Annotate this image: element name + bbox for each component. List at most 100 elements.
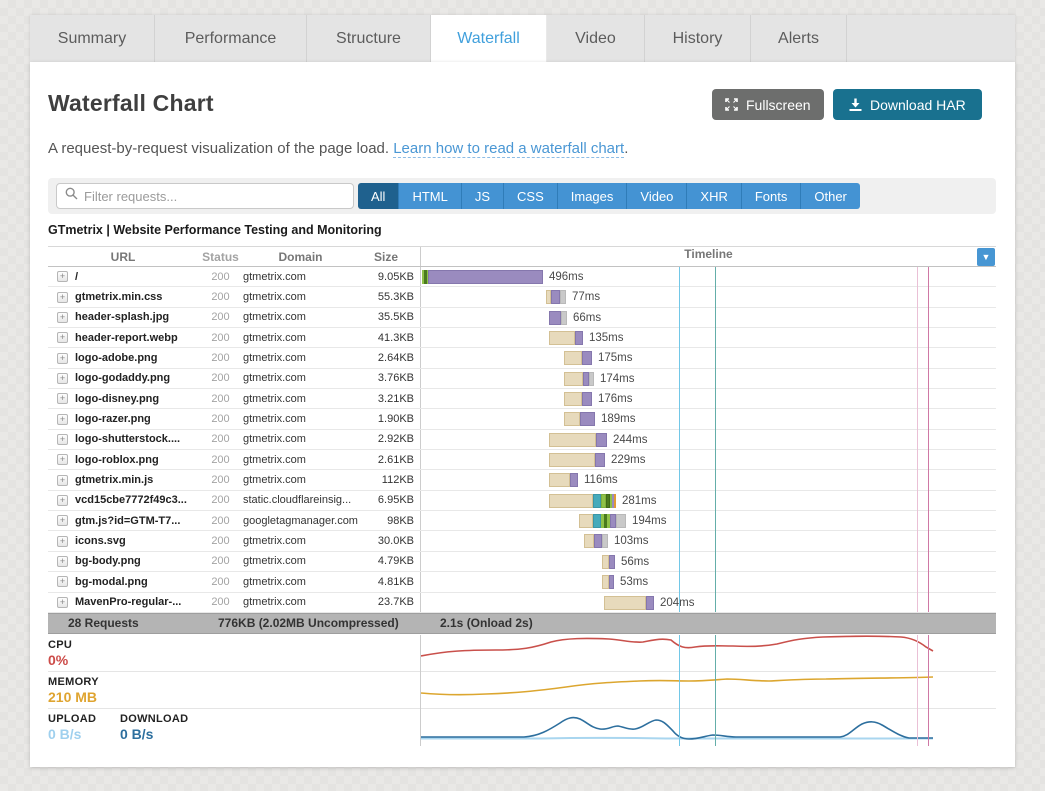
expand-request-button[interactable]: + [57, 332, 68, 344]
request-timing-bar[interactable] [549, 473, 578, 488]
request-row[interactable]: + logo-disney.png 200 gtmetrix.com 3.21KB 176… [48, 389, 996, 410]
tab-video[interactable]: Video [547, 15, 645, 62]
download-har-button[interactable]: Download HAR [833, 89, 982, 120]
table-header: URL Status Domain Size Timeline ▼ [48, 246, 996, 267]
size-cell: 2.92KB [377, 433, 414, 446]
request-timing-bar[interactable] [549, 493, 616, 508]
column-header-status[interactable]: Status [202, 249, 239, 264]
upload-value: 0 B/s [48, 726, 82, 742]
request-timing-bar[interactable] [602, 575, 614, 590]
request-row[interactable]: + logo-shutterstock.... 200 gtmetrix.com 2.9… [48, 429, 996, 451]
filter-button-js[interactable]: JS [461, 183, 505, 209]
report-tab-bar: Summary Performance Structure Waterfall Vide… [30, 15, 1015, 62]
url-cell: + logo-adobe.png [48, 348, 198, 367]
tab-performance[interactable]: Performance [155, 15, 307, 62]
request-row[interactable]: + gtmetrix.min.css 200 gtmetrix.com 55.3KB 77… [48, 287, 996, 308]
tab-history[interactable]: History [645, 15, 751, 62]
tab-summary[interactable]: Summary [30, 15, 155, 62]
url-cell: + / [48, 267, 198, 286]
request-timing-bar[interactable] [584, 534, 608, 549]
filter-button-xhr[interactable]: XHR [687, 183, 742, 209]
filter-button-video[interactable]: Video [627, 183, 688, 209]
request-timing-bar[interactable] [564, 371, 594, 386]
filter-button-html[interactable]: HTML [399, 183, 462, 209]
fullscreen-button[interactable]: Fullscreen [712, 89, 824, 120]
request-row[interactable]: +/200 gtmetrix.com 9.05KB 496ms [48, 267, 996, 288]
expand-request-button[interactable]: + [57, 271, 68, 283]
expand-request-button[interactable]: + [57, 372, 68, 384]
memory-value: 210 MB [48, 689, 98, 705]
timeline-options-dropdown[interactable]: ▼ [977, 248, 995, 266]
request-row[interactable]: + bg-modal.png 200 gtmetrix.com 4.81KB 53ms [48, 572, 996, 593]
bar-segment-tan [579, 514, 593, 529]
expand-request-button[interactable]: + [57, 352, 68, 364]
tab-alerts[interactable]: Alerts [751, 15, 847, 62]
request-row[interactable]: + gtm.js?id=GTM-T7... 200 googletagmanager.… [48, 511, 996, 532]
request-row[interactable]: + vcd15cbe7772f49c3... 200 static.cloudflar… [48, 490, 996, 512]
request-timing-bar[interactable] [579, 514, 626, 529]
waterfall-help-link[interactable]: Learn how to read a waterfall chart [393, 140, 625, 158]
url-cell: + gtm.js?id=GTM-T7... [48, 511, 198, 530]
expand-request-button[interactable]: + [57, 494, 68, 506]
expand-request-button[interactable]: + [57, 474, 68, 486]
request-timing-bar[interactable] [564, 412, 595, 427]
filter-requests-input[interactable] [84, 188, 345, 204]
request-timing-bar[interactable] [549, 310, 567, 325]
expand-request-button[interactable]: + [57, 576, 68, 588]
status-cell: 200 [211, 596, 230, 609]
request-row[interactable]: + gtmetrix.min.js 200 gtmetrix.com 112KB 116m… [48, 470, 996, 491]
status-cell: 200 [211, 494, 230, 507]
column-header-size[interactable]: Size [373, 249, 398, 264]
bar-segment-purple [583, 371, 589, 386]
request-timing-bar[interactable] [564, 351, 592, 366]
request-row[interactable]: + icons.svg 200 gtmetrix.com 30.0KB 103ms [48, 531, 996, 552]
filter-button-other[interactable]: Other [801, 183, 860, 209]
expand-request-button[interactable]: + [57, 555, 68, 567]
request-timing-bar[interactable] [549, 453, 605, 468]
filter-button-group: All HTML JS CSS Images Video XHR Fonts Other [358, 183, 860, 209]
expand-request-button[interactable]: + [57, 393, 68, 405]
request-row[interactable]: + logo-razer.png 200 gtmetrix.com 1.90KB 189m… [48, 409, 996, 430]
expand-request-button[interactable]: + [57, 311, 68, 323]
request-row[interactable]: + logo-adobe.png 200 gtmetrix.com 2.64KB 175m… [48, 348, 996, 369]
request-row[interactable]: + logo-roblox.png 200 gtmetrix.com 2.61KB 229… [48, 450, 996, 471]
status-cell: 200 [211, 311, 230, 324]
request-timing-bar[interactable] [422, 270, 543, 284]
status-cell: 200 [211, 270, 230, 283]
request-timing-bar[interactable] [602, 554, 615, 569]
request-timing-bar[interactable] [604, 595, 654, 610]
request-timing-bar[interactable] [564, 392, 592, 407]
status-cell: 200 [211, 453, 230, 466]
request-row[interactable]: + bg-body.png 200 gtmetrix.com 4.79KB 56ms [48, 551, 996, 573]
tab-bar-filler [847, 15, 1015, 62]
domain-cell: gtmetrix.com [243, 372, 306, 385]
request-timing-bar[interactable] [549, 331, 583, 346]
status-cell: 200 [211, 474, 230, 487]
column-header-timeline[interactable]: Timeline [420, 247, 996, 266]
request-row[interactable]: + header-report.webp 200 gtmetrix.com 41.3KB… [48, 328, 996, 349]
expand-request-button[interactable]: + [57, 596, 68, 608]
request-timing-bar[interactable] [549, 432, 607, 447]
column-header-domain[interactable]: Domain [278, 249, 323, 264]
filter-button-css[interactable]: CSS [504, 183, 558, 209]
filter-button-all[interactable]: All [358, 183, 400, 209]
expand-request-button[interactable]: + [57, 291, 68, 303]
column-header-url[interactable]: URL [110, 249, 136, 264]
request-timing-bar[interactable] [546, 290, 566, 305]
expand-request-button[interactable]: + [57, 535, 68, 547]
bar-segment-purple [610, 514, 616, 529]
page-title: Waterfall Chart [48, 90, 214, 116]
request-row[interactable]: + logo-godaddy.png 200 gtmetrix.com 3.76KB 17… [48, 368, 996, 390]
tab-waterfall[interactable]: Waterfall [431, 15, 547, 62]
expand-request-button[interactable]: + [57, 433, 68, 445]
request-row[interactable]: + MavenPro-regular-... 200 gtmetrix.com 23.7… [48, 592, 996, 613]
tab-structure[interactable]: Structure [307, 15, 431, 62]
expand-request-button[interactable]: + [57, 515, 68, 527]
request-row[interactable]: + header-splash.jpg 200 gtmetrix.com 35.5KB 6… [48, 307, 996, 329]
filter-button-fonts[interactable]: Fonts [741, 183, 802, 209]
request-duration-label: 176ms [598, 393, 633, 406]
expand-request-button[interactable]: + [57, 454, 68, 466]
expand-request-button[interactable]: + [57, 413, 68, 425]
timeline-cell: 244ms [420, 429, 996, 450]
filter-button-images[interactable]: Images [557, 183, 628, 209]
